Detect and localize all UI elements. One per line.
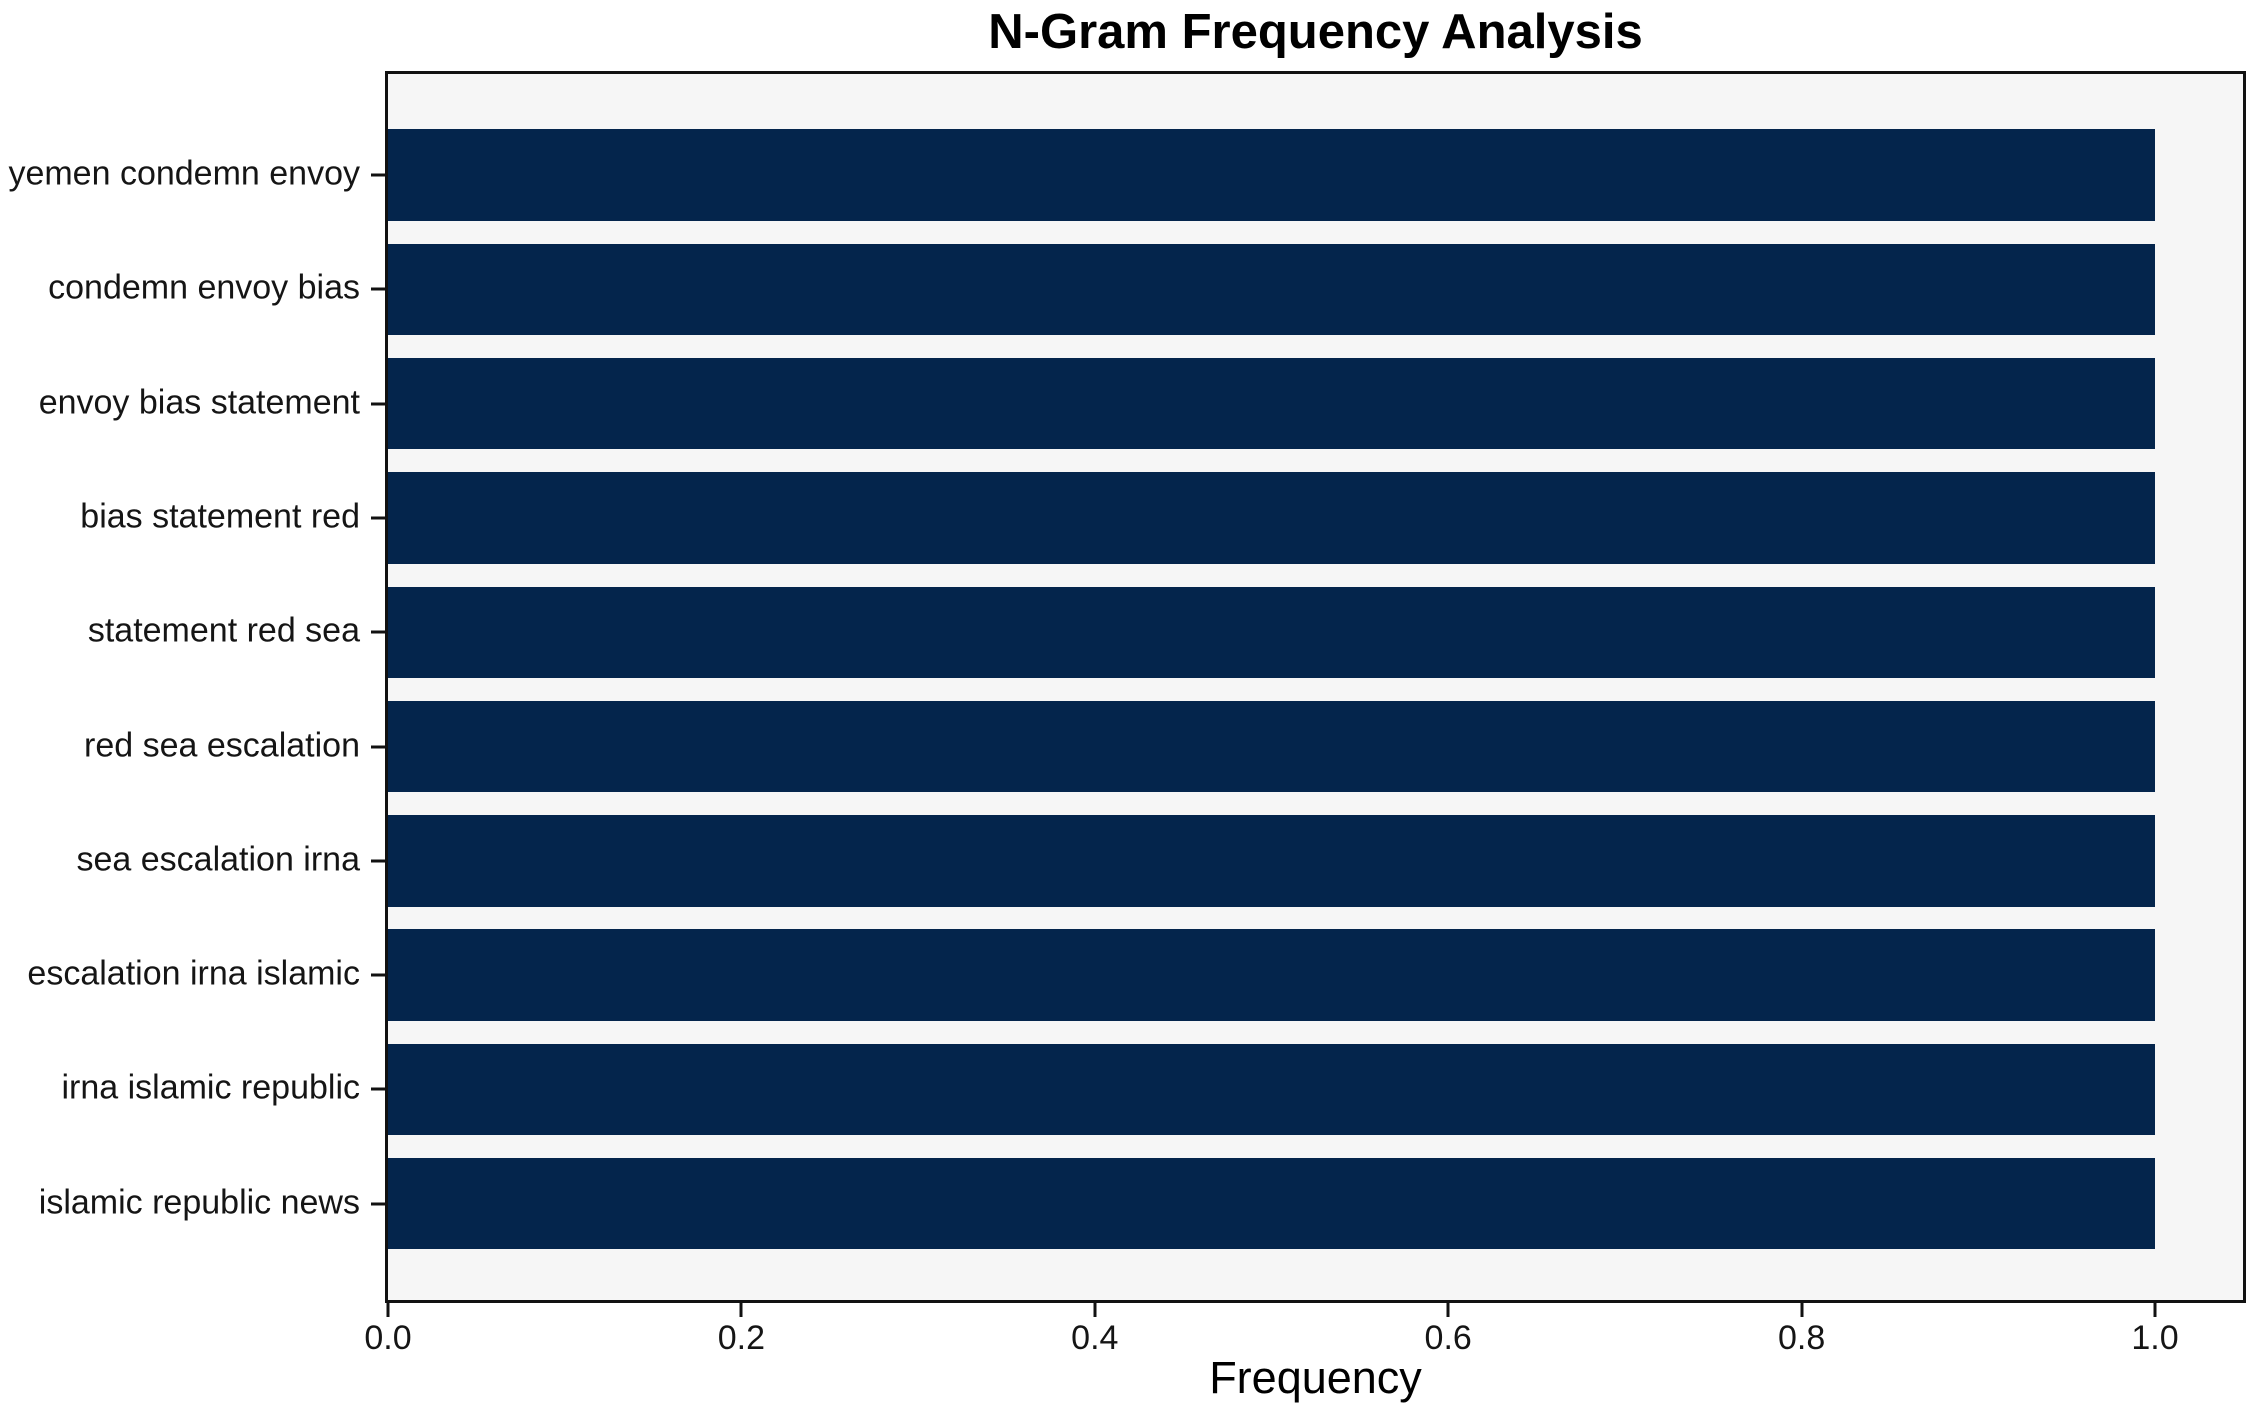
y-axis-label: yemen condemn envoy: [8, 154, 360, 193]
x-tick-label: 0.0: [364, 1319, 412, 1357]
y-tick-mark: [371, 630, 385, 634]
y-tick-mark: [371, 745, 385, 749]
bar-condemn-envoy-bias: [388, 243, 2155, 336]
x-tick-label: 0.8: [1777, 1319, 1826, 1357]
bar-bias-statement-red: [388, 472, 2155, 564]
y-tick-mark: [371, 859, 385, 863]
y-axis-label: sea escalation irna: [76, 840, 360, 879]
y-tick-mark: [371, 287, 385, 291]
bar-islamic-republic-news: [388, 1158, 2155, 1250]
y-axis-label: statement red sea: [87, 612, 360, 651]
x-tick-label: 1.0: [2131, 1319, 2179, 1357]
bar-red-sea-escalation: [388, 700, 2155, 793]
chart-title: N-Gram Frequency Analysis: [988, 5, 1643, 59]
y-tick-mark: [371, 973, 385, 977]
y-axis-label: bias statement red: [80, 497, 360, 536]
bar-statement-red-sea: [388, 586, 2155, 678]
x-tick-mark: [386, 1303, 390, 1317]
bar-escalation-irna-islamic: [388, 929, 2155, 1021]
x-tick-label: 0.2: [717, 1319, 766, 1357]
plot-area: [385, 71, 2246, 1303]
x-tick-label: 0.6: [1424, 1319, 1472, 1357]
y-axis-label: envoy bias statement: [38, 383, 360, 422]
x-axis-title: Frequency: [1209, 1352, 1422, 1403]
bar-yemen-condemn-envoy: [388, 129, 2155, 221]
x-tick-mark: [2153, 1303, 2157, 1317]
y-tick-mark: [371, 516, 385, 520]
x-tick-mark: [1446, 1303, 1450, 1317]
x-tick-label: 0.4: [1071, 1319, 1119, 1357]
y-tick-mark: [371, 402, 385, 406]
x-tick-mark: [739, 1303, 743, 1317]
y-tick-mark: [371, 1202, 385, 1206]
x-tick-mark: [1093, 1303, 1097, 1317]
bar-sea-escalation-irna: [388, 815, 2155, 907]
y-axis-label: escalation irna islamic: [27, 954, 360, 993]
x-tick-mark: [1800, 1303, 1804, 1317]
y-axis-label: red sea escalation: [84, 726, 360, 765]
y-axis-label: islamic republic news: [38, 1183, 360, 1222]
y-tick-mark: [371, 173, 385, 177]
bar-irna-islamic-republic: [388, 1043, 2155, 1136]
y-axis-label: irna islamic republic: [61, 1069, 360, 1108]
bar-envoy-bias-statement: [388, 358, 2155, 450]
y-tick-mark: [371, 1087, 385, 1091]
y-axis-label: condemn envoy bias: [48, 269, 360, 308]
